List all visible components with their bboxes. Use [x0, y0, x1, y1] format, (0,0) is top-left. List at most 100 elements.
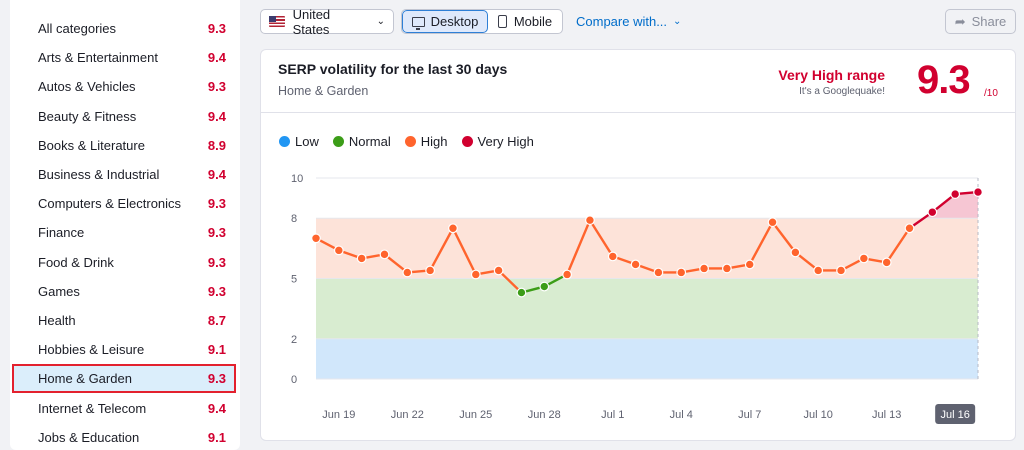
range-subtitle: It's a Googlequake!	[799, 86, 885, 97]
compare-with-dropdown[interactable]: Compare with... ⌄	[576, 9, 681, 34]
category-name: Home & Garden	[38, 371, 132, 387]
data-point	[607, 251, 618, 262]
mobile-button[interactable]: Mobile	[488, 10, 562, 33]
series-segment	[497, 269, 523, 294]
desktop-button[interactable]: Desktop	[402, 10, 488, 33]
category-item[interactable]: Beauty & Fitness 9.4	[10, 102, 240, 131]
data-point	[539, 281, 550, 292]
category-name: Games	[38, 283, 80, 299]
data-point	[402, 267, 413, 278]
category-name: Arts & Entertainment	[38, 50, 158, 66]
volatility-chart: 0 2 5 8 10 Jun 19 Jun 22 Jun 25 Jun 28 Jul 1 Jul 4…	[291, 173, 983, 424]
category-item[interactable]: Games 9.3	[10, 277, 240, 306]
y-tick-label: 0	[291, 374, 297, 386]
legend-dot-icon	[404, 136, 416, 147]
share-label: Share	[971, 14, 1007, 29]
category-score: 9.4	[207, 50, 226, 66]
category-item[interactable]: Home & Garden 9.3	[12, 364, 236, 394]
category-name: Food & Drink	[38, 254, 114, 270]
series-segment	[885, 227, 911, 264]
category-name: Hobbies & Leisure	[38, 342, 145, 358]
category-name: Internet & Telecom	[38, 400, 147, 416]
card-subtitle: Home & Garden	[278, 84, 369, 98]
mobile-icon	[497, 15, 507, 28]
category-item[interactable]: All categories 9.3	[10, 14, 240, 43]
category-score: 9.1	[207, 429, 226, 445]
band-very-high-fill	[923, 192, 978, 219]
band-normal	[316, 278, 978, 339]
category-score: 9.3	[207, 79, 226, 95]
range-title: Very High range	[778, 67, 885, 83]
data-point	[676, 267, 687, 278]
data-point	[585, 215, 595, 226]
category-score: 9.3	[207, 21, 226, 37]
y-tick-label: 8	[291, 213, 297, 225]
category-item[interactable]: Books & Literature 8.9	[10, 131, 240, 160]
legend-item: Very High	[461, 134, 534, 149]
data-point	[927, 207, 938, 218]
category-score: 9.4	[207, 108, 226, 124]
data-point	[836, 265, 846, 276]
category-item[interactable]: Finance 9.3	[10, 218, 240, 247]
legend-label: High	[420, 134, 448, 149]
share-button[interactable]: ➦ Share	[945, 9, 1016, 34]
category-name: Autos & Vehicles	[38, 79, 136, 95]
volatility-card: SERP volatility for the last 30 days Hom…	[260, 49, 1016, 441]
category-item[interactable]: Health 8.7	[10, 306, 240, 335]
category-item[interactable]: Arts & Entertainment 9.4	[10, 43, 240, 72]
y-tick-label: 2	[291, 334, 297, 346]
x-tick-label: Jul 10	[804, 409, 833, 421]
legend-item: High	[404, 134, 448, 149]
legend-item: Low	[279, 134, 319, 149]
category-item[interactable]: Business & Industrial 9.4	[10, 160, 240, 189]
chart-legend: Low Normal High Very High	[279, 134, 534, 149]
series-segment	[588, 219, 614, 258]
legend-dot-icon	[461, 136, 473, 147]
country-select[interactable]: United States ⌄	[260, 6, 394, 37]
category-name: Books & Literature	[38, 137, 145, 153]
data-point	[516, 287, 527, 298]
compare-label: Compare with...	[576, 14, 668, 29]
category-name: Jobs & Education	[38, 429, 140, 445]
series-segment	[748, 221, 774, 266]
data-point	[973, 187, 983, 197]
x-tick-label: Jun 25	[459, 409, 492, 421]
desktop-icon	[411, 16, 425, 30]
series-segment	[428, 227, 455, 272]
band-low	[316, 338, 978, 379]
card-title: SERP volatility for the last 30 days	[278, 61, 508, 77]
toolbar: United States ⌄ Desktop Mobile Compare w…	[260, 6, 1016, 37]
data-point	[356, 253, 367, 264]
volatility-score: 9.3	[917, 58, 971, 102]
data-point	[448, 223, 458, 234]
category-item[interactable]: Autos & Vehicles 9.3	[10, 72, 240, 101]
category-score: 9.3	[207, 225, 226, 241]
data-point	[493, 265, 504, 276]
y-tick-label: 5	[291, 274, 297, 286]
category-name: Business & Industrial	[38, 167, 160, 183]
data-point	[562, 269, 573, 280]
data-point	[630, 259, 641, 270]
category-item[interactable]: Jobs & Education 9.1	[10, 423, 240, 450]
series-segment	[451, 227, 477, 276]
data-point	[721, 263, 732, 274]
x-tick-label: Jun 19	[322, 409, 355, 421]
category-item[interactable]: Internet & Telecom 9.4	[10, 393, 240, 422]
series-segment	[771, 221, 797, 254]
score-out-of: /10	[984, 88, 998, 99]
country-label: United States	[292, 6, 331, 37]
category-item[interactable]: Computers & Electronics 9.3	[10, 189, 240, 218]
category-name: Beauty & Fitness	[38, 108, 137, 124]
category-item[interactable]: Hobbies & Leisure 9.1	[10, 335, 240, 364]
data-point	[699, 263, 709, 274]
data-point	[767, 217, 778, 228]
data-point	[790, 247, 801, 258]
data-point	[858, 253, 869, 264]
x-tick-label: Jun 28	[528, 409, 561, 421]
data-point	[311, 233, 321, 244]
x-tick-label: Jun 22	[391, 409, 424, 421]
share-icon: ➦	[954, 13, 966, 29]
legend-dot-icon	[279, 136, 290, 147]
category-item[interactable]: Food & Drink 9.3	[10, 248, 240, 277]
legend-dot-icon	[332, 136, 344, 147]
